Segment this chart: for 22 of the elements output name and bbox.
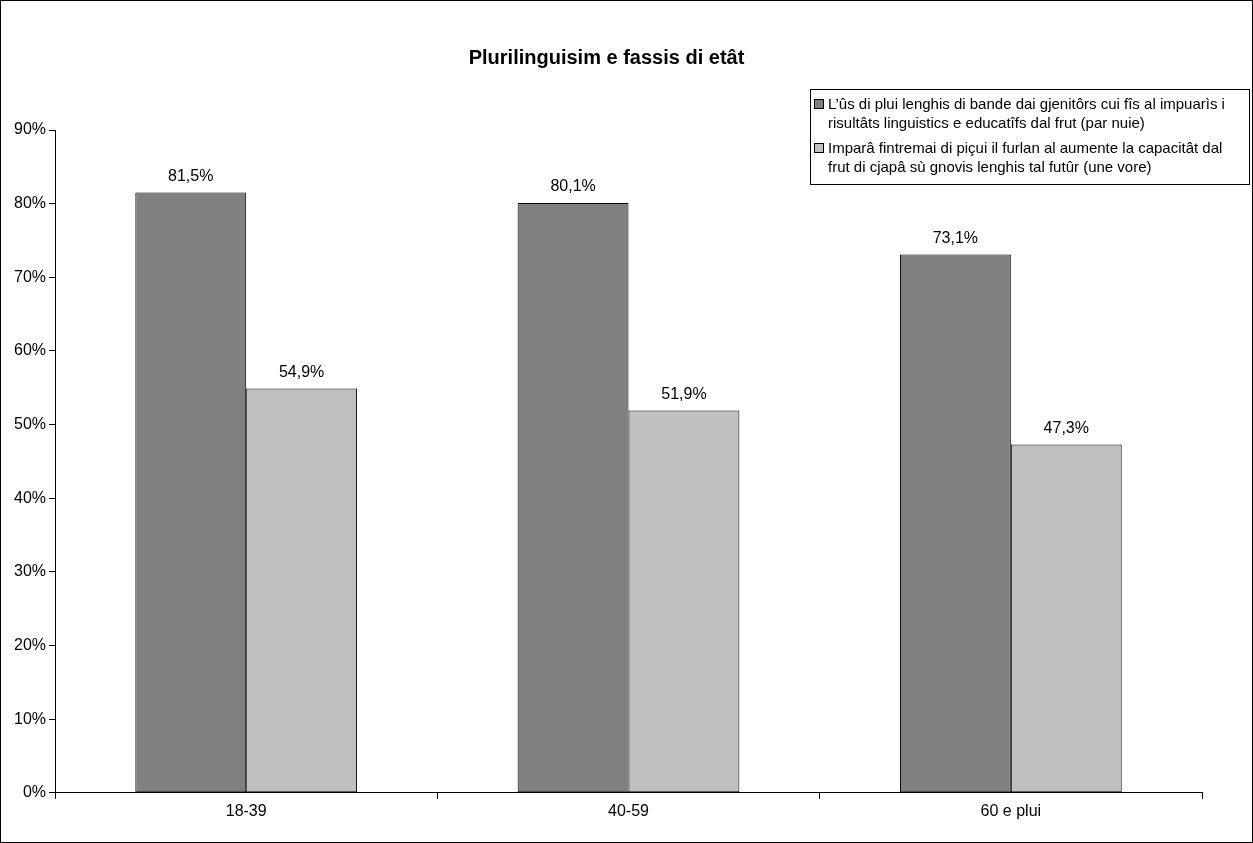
legend-label: Imparâ fintremai di piçui il furlan al aumente la capacitât dal frut di cjapâ sù gnovis lenghis tal futûr (une vore) [828,138,1224,176]
y-tick-label: 50% [13,414,47,432]
data-label: 73,1% [932,228,979,246]
y-tick-label: 40% [13,488,47,506]
chart-title: Plurilinguisim e fassis di etât [468,45,745,68]
x-tick-label: 40-59 [608,801,650,819]
x-tick-label: 60 e plui [980,801,1042,819]
data-label: 47,3% [1043,418,1089,436]
data-label: 81,5% [168,167,214,184]
x-tick-label: 18-39 [225,801,267,819]
data-label: 80,1% [550,177,596,195]
y-tick-label: 20% [13,635,47,653]
y-tick-label: 60% [13,341,47,359]
y-tick-label: 0% [22,783,47,801]
data-label: 51,9% [661,384,707,402]
y-tick-label: 10% [13,709,47,727]
y-tick-label: 70% [13,267,47,285]
data-label: 54,9% [278,362,325,380]
legend-label: L’ûs di plui lenghis di bande dai gjenitôrs cui fîs al impuarìs i risultâts linguistics e educatîfs dal frut (par nuie) [828,94,1226,132]
y-tick-label: 90% [13,120,47,138]
y-tick-label: 80% [13,194,47,212]
y-tick-label: 30% [13,562,47,580]
